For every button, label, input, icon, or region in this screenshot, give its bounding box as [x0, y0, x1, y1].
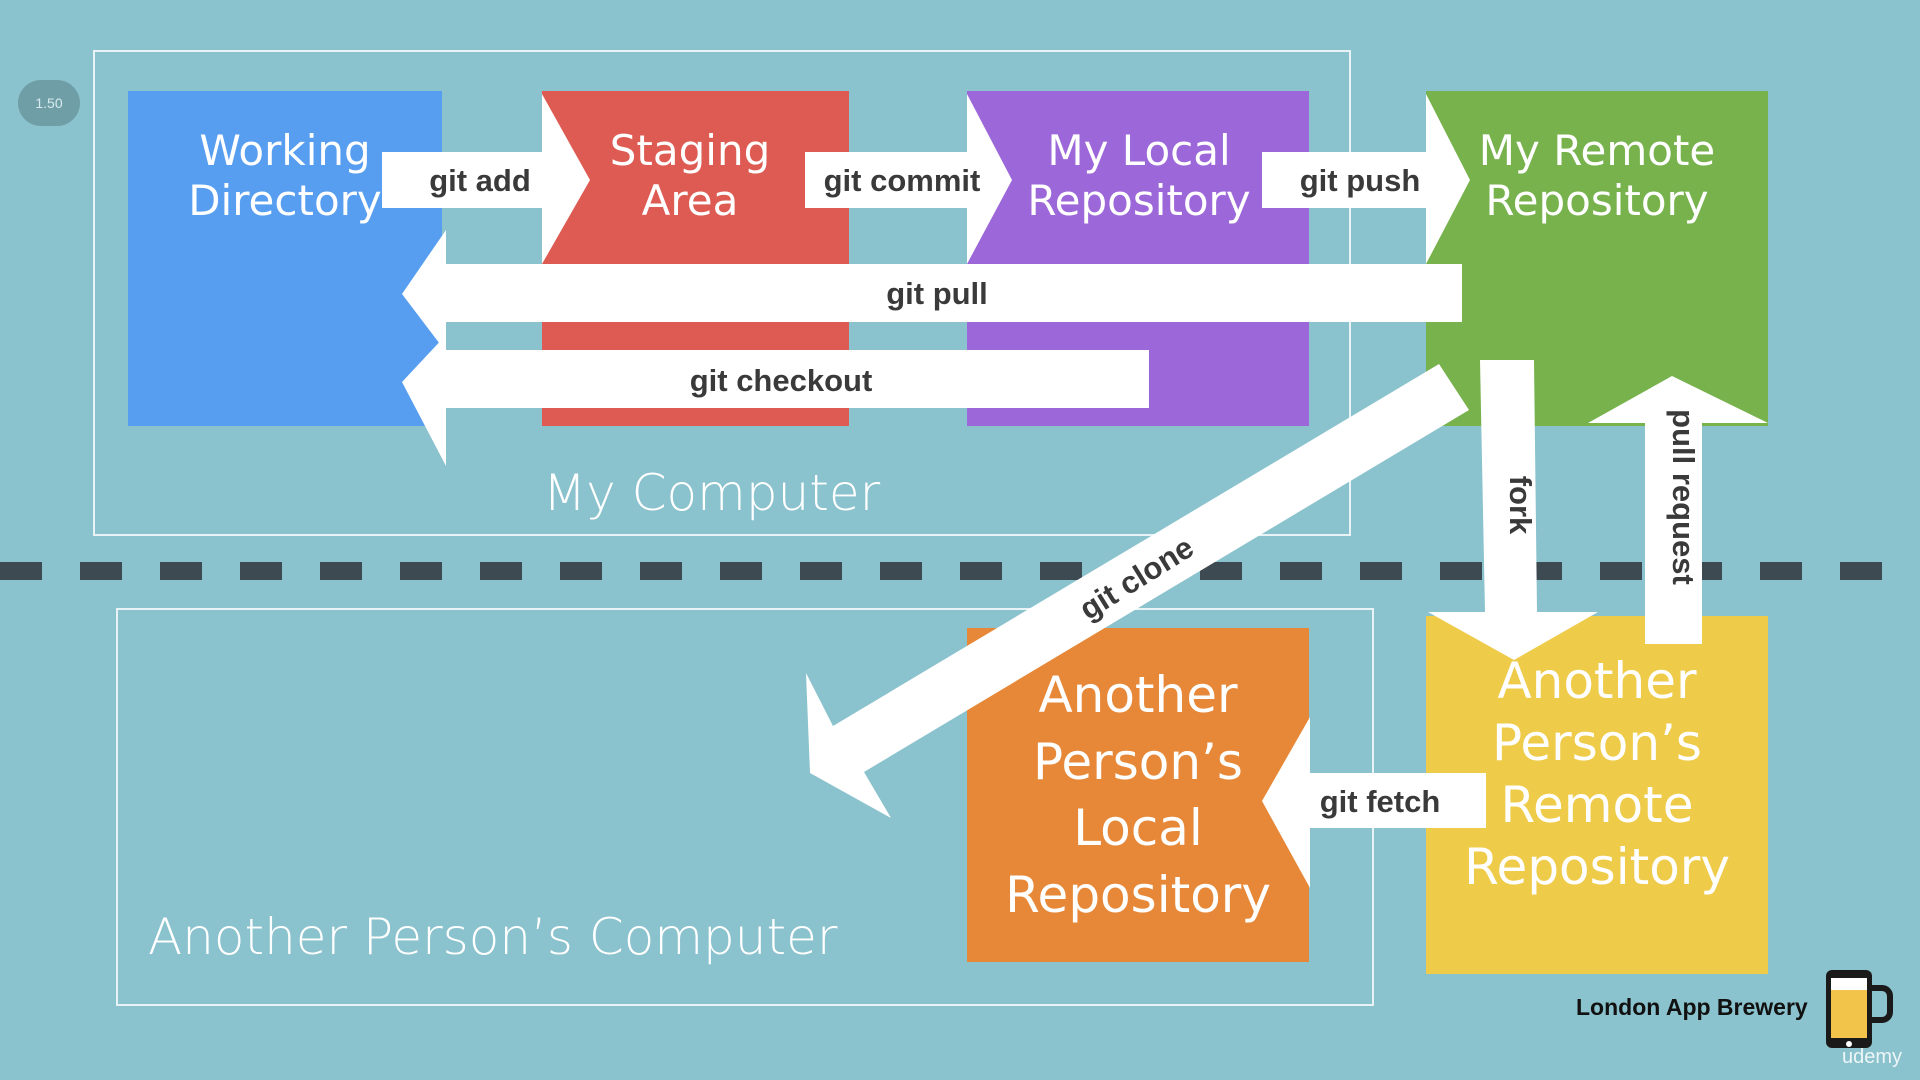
fork-arrow [1428, 360, 1598, 660]
git-push-label: git push [1300, 163, 1421, 198]
version-badge: 1.50 [18, 80, 80, 126]
git-commit-label: git commit [824, 163, 981, 198]
brand-name: London App Brewery [1576, 994, 1808, 1020]
git-fetch-label: git fetch [1320, 784, 1441, 819]
my-remote-repository-title: My Remote Repository [1478, 126, 1716, 226]
git-checkout-arrow [402, 335, 1149, 466]
my-local-repository-title: My Local Repository [1027, 126, 1251, 226]
git-push-arrow [1262, 94, 1470, 264]
udemy-watermark: udemy [1842, 1046, 1903, 1068]
git-checkout-label: git checkout [690, 363, 873, 398]
git-add-label: git add [429, 163, 531, 198]
git-add-arrow [382, 94, 590, 264]
working-directory-box [128, 91, 442, 426]
pull-request-arrow [1588, 376, 1768, 644]
git-fetch-arrow [1262, 717, 1486, 888]
beer-mug-logo-icon [1826, 970, 1893, 1048]
git-pull-arrow [402, 230, 1462, 352]
git-commit-arrow [805, 94, 1012, 264]
another-person-remote-repository-title: Another Person’s Remote Repository [1464, 652, 1730, 896]
git-pull-label: git pull [886, 276, 988, 311]
another-person-local-repository-title: Another Person’s Local Repository [1005, 666, 1271, 924]
fork-label: fork [1503, 476, 1538, 535]
another-person-computer-label: Another Person’s Computer [148, 908, 838, 966]
my-computer-label: My Computer [543, 464, 881, 522]
another-person-local-repository-box [967, 628, 1309, 962]
pull-request-label: pull request [1666, 409, 1701, 585]
git-clone-arrow [806, 364, 1469, 818]
working-directory-title: Working Directory [188, 126, 382, 226]
staging-area-title: Staging Area [609, 126, 771, 226]
